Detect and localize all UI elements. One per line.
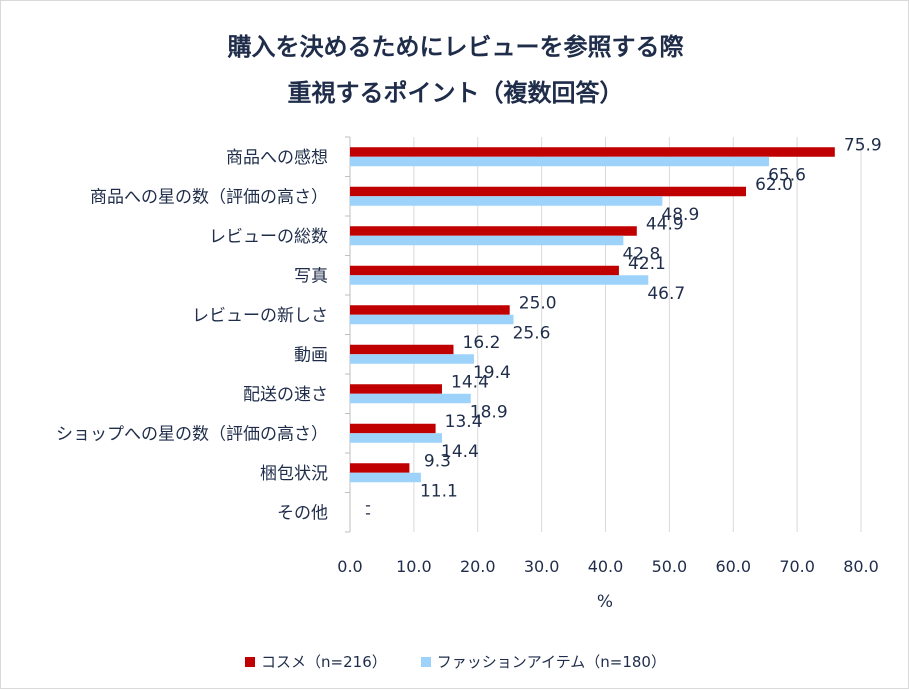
- bar-cosme: [350, 147, 835, 157]
- x-tick-label: 10.0: [396, 557, 432, 576]
- x-tick-label: 50.0: [652, 557, 688, 576]
- data-label: 19.4: [473, 363, 511, 383]
- data-label: 25.6: [513, 323, 551, 343]
- legend-label-fashion: ファッションアイテム（n=180）: [436, 653, 666, 671]
- bar-cosme: [350, 423, 436, 434]
- bar-cosme: [350, 344, 454, 355]
- bar-fashion: [350, 156, 770, 167]
- category-label: 梱包状況: [260, 464, 328, 484]
- bar-fashion: [350, 354, 474, 364]
- legend-label-cosme: コスメ（n=216）: [261, 653, 387, 671]
- legend: コスメ（n=216） ファッションアイテム（n=180）: [1, 651, 909, 672]
- legend-item-fashion: ファッションアイテム（n=180）: [420, 651, 666, 672]
- bar-fashion: [350, 314, 514, 325]
- x-tick-label: 60.0: [715, 557, 751, 576]
- x-tick-label: 80.0: [843, 557, 879, 576]
- x-tick-label: 40.0: [588, 557, 624, 576]
- data-label: 9.3: [424, 451, 451, 471]
- bar-cosme: [350, 463, 410, 473]
- data-label: 42.1: [628, 254, 666, 274]
- data-label: 75.9: [844, 135, 882, 155]
- x-tick-label: 0.0: [337, 557, 362, 576]
- data-label: 46.7: [647, 284, 685, 304]
- data-label: -: [365, 503, 371, 522]
- data-label: 18.9: [470, 402, 508, 422]
- x-tick-label: 70.0: [779, 557, 815, 576]
- data-label: 14.4: [451, 372, 489, 392]
- bar-fashion: [350, 275, 649, 285]
- bar-cosme: [350, 226, 637, 236]
- bar-fashion: [350, 393, 471, 404]
- x-tick-label: 30.0: [524, 557, 560, 576]
- data-label: 13.4: [445, 412, 483, 432]
- legend-swatch-cosme: [245, 656, 256, 667]
- bar-fashion: [350, 196, 663, 206]
- category-label: 商品への星の数（評価の高さ）: [90, 187, 328, 207]
- category-label: 動画: [294, 345, 328, 365]
- legend-item-cosme: コスメ（n=216）: [245, 651, 387, 672]
- data-label: 14.4: [441, 442, 479, 462]
- bar-cosme: [350, 186, 747, 197]
- category-label: 写真: [294, 266, 328, 286]
- category-label: 商品への感想: [226, 148, 328, 168]
- bar-fashion: [350, 472, 421, 483]
- data-label: 25.0: [519, 293, 557, 313]
- data-label: 48.9: [661, 205, 699, 225]
- bar-cosme: [350, 305, 510, 315]
- data-label: 16.2: [463, 333, 501, 353]
- category-label: 配送の速さ: [243, 385, 328, 405]
- category-label: ショップへの星の数（評価の高さ）: [56, 424, 328, 444]
- data-label: 42.8: [622, 244, 660, 264]
- category-label: レビューの新しさ: [192, 306, 328, 326]
- data-label: 65.6: [768, 165, 806, 185]
- chart-title-line-2: 重視するポイント（複数回答）: [287, 79, 624, 107]
- chart-title-line-1: 購入を決めるためにレビューを参照する際: [227, 33, 684, 61]
- data-label: 44.9: [646, 214, 684, 234]
- bar-cosme: [350, 384, 442, 394]
- category-label: その他: [277, 503, 328, 523]
- legend-swatch-fashion: [420, 656, 431, 667]
- data-label: 62.0: [755, 175, 793, 195]
- bar-fashion: [350, 235, 624, 246]
- bar-fashion: [350, 433, 442, 443]
- category-label: レビューの総数: [209, 227, 328, 247]
- x-axis-label: %: [597, 592, 613, 612]
- data-label: -: [365, 495, 371, 514]
- bar-cosme: [350, 265, 619, 276]
- x-tick-label: 20.0: [460, 557, 496, 576]
- data-label: 11.1: [420, 481, 458, 501]
